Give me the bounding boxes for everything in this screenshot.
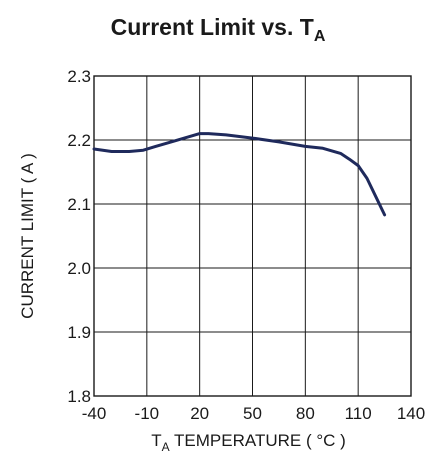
x-axis-label-text: TEMPERATURE ( °C ) [170, 431, 346, 450]
x-tick-label: 110 [345, 404, 372, 423]
x-axis-label: TA TEMPERATURE ( °C ) [151, 431, 346, 454]
series-line [92, 132, 387, 217]
chart-title-text: Current Limit vs. T [110, 14, 314, 40]
x-tick-label: 50 [243, 404, 262, 423]
y-tick-label: 1.9 [67, 323, 91, 342]
y-tick-label: 1.8 [67, 387, 91, 406]
y-tick-label: 2.0 [67, 259, 91, 278]
x-tick-label: 20 [190, 404, 209, 423]
y-tick-label: 2.2 [67, 131, 91, 150]
y-axis-label: CURRENT LIMIT ( A ) [18, 153, 37, 319]
plot-frame [93, 75, 412, 397]
x-axis-label-subscript: A [162, 440, 170, 454]
x-tick-label: 140 [397, 404, 425, 423]
x-tick-label: 80 [296, 404, 315, 423]
y-tick-label: 2.1 [67, 195, 91, 214]
x-tick-label: -40 [82, 404, 107, 423]
chart-title-subscript: A [313, 28, 326, 45]
x-axis-label-prefix: T [151, 431, 161, 450]
y-tick-label: 2.3 [67, 67, 91, 86]
x-tick-label: -10 [135, 404, 160, 423]
chart-title: Current Limit vs. TA [0, 14, 436, 46]
